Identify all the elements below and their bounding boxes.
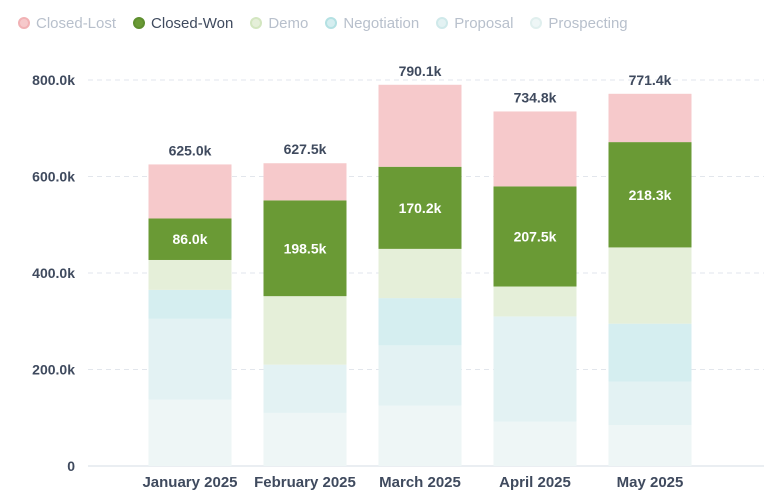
x-axis-tick-label: March 2025 [379, 474, 461, 491]
bar-segment-closed-won [263, 200, 347, 297]
bar-segment-closed-won [148, 218, 232, 260]
bar-segment-proposal [148, 318, 232, 400]
bar-data-label: 170.2k [399, 200, 442, 216]
y-axis-tick-label: 200.0k [32, 362, 75, 378]
legend-label-negotiation: Negotiation [343, 14, 420, 32]
bar-total-label: 625.0k [169, 142, 212, 158]
bar-data-label: 218.3k [629, 187, 672, 203]
bar-segment-closed-won [608, 142, 692, 248]
y-axis-tick-label: 800.0k [32, 72, 75, 88]
bar-segment-demo [263, 296, 347, 365]
bar-segment-demo [608, 247, 692, 324]
bar-segment-proposal [493, 316, 577, 422]
legend-item-proposal[interactable]: Proposal [436, 15, 513, 32]
bar-data-label: 207.5k [514, 228, 557, 244]
legend-marker-prospecting [530, 17, 543, 29]
legend-marker-demo [250, 17, 263, 29]
bar-segment-closed-lost [608, 93, 692, 143]
y-axis-tick-label: 0 [67, 458, 75, 474]
bar-segment-negotiation [378, 298, 462, 346]
legend-item-demo[interactable]: Demo [250, 15, 308, 32]
legend-label-closed-lost: Closed-Lost [36, 14, 117, 32]
legend-label-closed-won: Closed-Won [151, 14, 234, 32]
bar-segment-proposal [263, 364, 347, 413]
bar-data-label: 86.0k [172, 231, 207, 247]
legend-item-closed-won[interactable]: Closed-Won [133, 15, 233, 32]
bar-segment-prospecting [263, 412, 347, 466]
bar-segment-proposal [378, 345, 462, 406]
legend-marker-negotiation [325, 17, 338, 29]
legend-marker-closed-lost [18, 17, 30, 29]
bar-total-label: 627.5k [284, 141, 327, 157]
x-axis-tick-label: May 2025 [617, 474, 684, 491]
bar-segment-negotiation [148, 289, 232, 319]
bar-segment-prospecting [493, 421, 577, 466]
bar-segment-closed-lost [148, 164, 232, 219]
legend-marker-closed-won [133, 17, 146, 29]
bar-segment-closed-won [378, 166, 462, 249]
bar-total-label: 734.8k [514, 89, 557, 105]
x-axis-tick-label: February 2025 [254, 474, 356, 491]
bar-segment-closed-lost [493, 111, 577, 187]
bar-segment-closed-lost [263, 163, 347, 201]
bar-total-label: 771.4k [629, 72, 672, 88]
bar-segment-demo [378, 248, 462, 299]
x-axis-tick-label: January 2025 [142, 474, 237, 491]
legend-item-closed-lost[interactable]: Closed-Lost [18, 15, 116, 32]
bar-segment-prospecting [378, 405, 462, 466]
bar-segment-closed-won [493, 186, 577, 287]
legend-label-demo: Demo [268, 14, 309, 32]
bar-segment-proposal [608, 381, 692, 425]
bar-segment-closed-lost [378, 84, 462, 167]
chart-legend: Closed-Lost Closed-Won Demo Negotiation Prop… [18, 12, 645, 34]
y-axis-tick-label: 400.0k [32, 265, 75, 281]
legend-item-negotiation[interactable]: Negotiation [325, 15, 419, 32]
legend-label-proposal: Proposal [454, 14, 514, 32]
bar-segment-prospecting [608, 424, 692, 466]
bar-segment-demo [148, 259, 232, 290]
y-axis-tick-label: 600.0k [32, 169, 75, 185]
bar-segment-prospecting [148, 399, 232, 466]
bar-segment-negotiation [608, 323, 692, 382]
bar-segment-demo [493, 286, 577, 317]
bar-total-label: 790.1k [399, 63, 442, 79]
legend-item-prospecting[interactable]: Prospecting [530, 14, 628, 32]
bar-data-label: 198.5k [284, 240, 327, 256]
legend-label-prospecting: Prospecting [548, 14, 628, 32]
legend-marker-proposal [436, 17, 449, 29]
x-axis-tick-label: April 2025 [499, 474, 571, 491]
